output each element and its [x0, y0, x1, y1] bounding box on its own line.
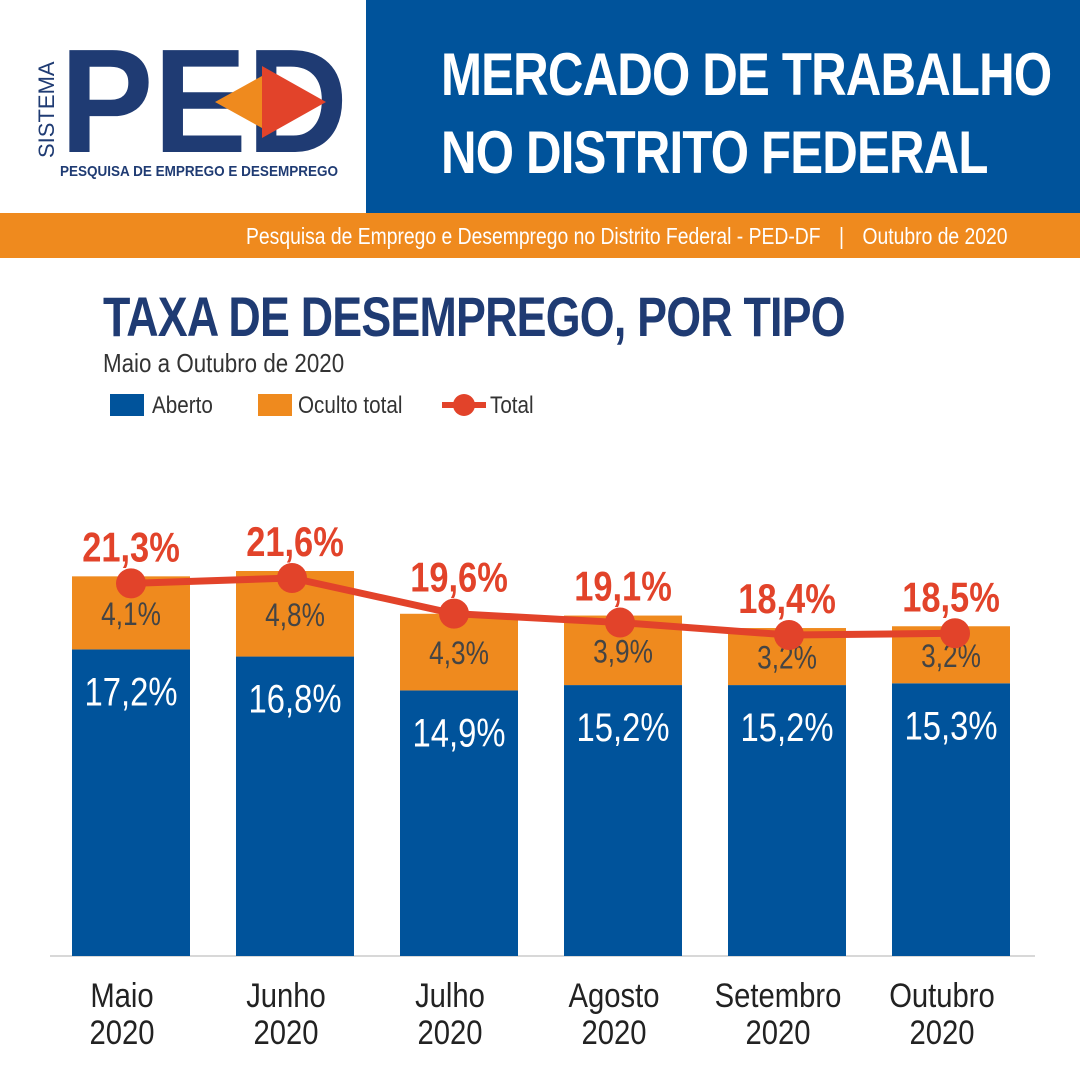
tick-month-setembro: Setembro [715, 976, 842, 1015]
legend-swatch-oculto [258, 394, 292, 416]
label-oculto-maio: 4,1% [101, 598, 161, 633]
label-total-julho: 19,6% [410, 554, 508, 601]
tick-year-setembro: 2020 [745, 1013, 810, 1052]
legend-label-oculto: Oculto total [298, 392, 403, 419]
ped-logo: SISTEMA PED PESQUISA DE EMPREGO E DESEMP… [34, 19, 348, 184]
logo-side-text: SISTEMA [34, 61, 59, 158]
tick-year-maio: 2020 [89, 1013, 154, 1052]
logo-caption: PESQUISA DE EMPREGO E DESEMPREGO [60, 163, 338, 180]
label-aberto-outubro: 15,3% [905, 703, 998, 748]
label-aberto-junho: 16,8% [249, 676, 342, 721]
tick-month-outubro: Outubro [889, 976, 995, 1015]
legend-swatch-aberto [110, 394, 144, 416]
total-point-julho [439, 598, 469, 629]
legend-label-total: Total [490, 392, 534, 419]
total-point-agosto [605, 607, 635, 638]
survey-name: Pesquisa de Emprego e Desemprego no Dist… [246, 223, 821, 249]
bar-aberto-setembro [728, 685, 846, 956]
total-point-setembro [774, 620, 804, 651]
label-aberto-maio: 17,2% [85, 669, 178, 714]
tick-year-agosto: 2020 [581, 1013, 646, 1052]
page-title-line2: NO DISTRITO FEDERAL [441, 119, 988, 186]
bar-aberto-agosto [564, 685, 682, 956]
logo-arrow-left-icon [215, 76, 262, 128]
subheader-separator: | [839, 223, 845, 249]
tick-month-julho: Julho [415, 976, 485, 1015]
label-oculto-julho: 4,3% [429, 637, 489, 672]
total-point-maio [116, 568, 146, 599]
label-total-agosto: 19,1% [574, 563, 672, 610]
legend-line-marker-icon [442, 394, 486, 416]
logo-area: SISTEMA PED PESQUISA DE EMPREGO E DESEMP… [0, 0, 366, 213]
bar-aberto-outubro [892, 683, 1010, 956]
header-banner [366, 0, 1080, 213]
label-oculto-agosto: 3,9% [593, 635, 653, 670]
logo-arrow-right-icon [262, 66, 326, 138]
tick-year-julho: 2020 [417, 1013, 482, 1052]
survey-period: Outubro de 2020 [862, 223, 1008, 249]
bar-aberto-junho [236, 656, 354, 956]
chart-subtitle: Maio a Outubro de 2020 [103, 348, 345, 378]
tick-month-junho: Junho [246, 976, 326, 1015]
label-aberto-setembro: 15,2% [741, 705, 834, 750]
tick-year-outubro: 2020 [909, 1013, 974, 1052]
subheader-bar [0, 213, 1080, 258]
bar-aberto-julho [400, 690, 518, 956]
chart-title: TAXA DE DESEMPREGO, POR TIPO [103, 285, 846, 348]
page-title-line1: MERCADO DE TRABALHO [441, 41, 1052, 108]
label-total-setembro: 18,4% [738, 576, 836, 623]
subheader-text: Pesquisa de Emprego e Desemprego no Dist… [247, 223, 1008, 250]
tick-year-junho: 2020 [253, 1013, 318, 1052]
legend-label-aberto: Aberto [152, 392, 213, 419]
total-point-outubro [940, 618, 970, 649]
page-title: MERCADO DE TRABALHO NO DISTRITO FEDERAL [441, 36, 1052, 192]
bar-aberto-maio [72, 649, 190, 956]
label-total-outubro: 18,5% [902, 574, 1000, 621]
label-total-maio: 21,3% [82, 524, 180, 571]
tick-month-maio: Maio [90, 976, 153, 1015]
label-aberto-julho: 14,9% [413, 710, 506, 755]
tick-month-agosto: Agosto [569, 976, 660, 1015]
total-series-line [130, 574, 956, 639]
label-total-junho: 21,6% [246, 519, 344, 566]
total-point-junho [277, 563, 307, 593]
label-aberto-agosto: 15,2% [577, 705, 670, 750]
label-oculto-junho: 4,8% [265, 598, 325, 633]
